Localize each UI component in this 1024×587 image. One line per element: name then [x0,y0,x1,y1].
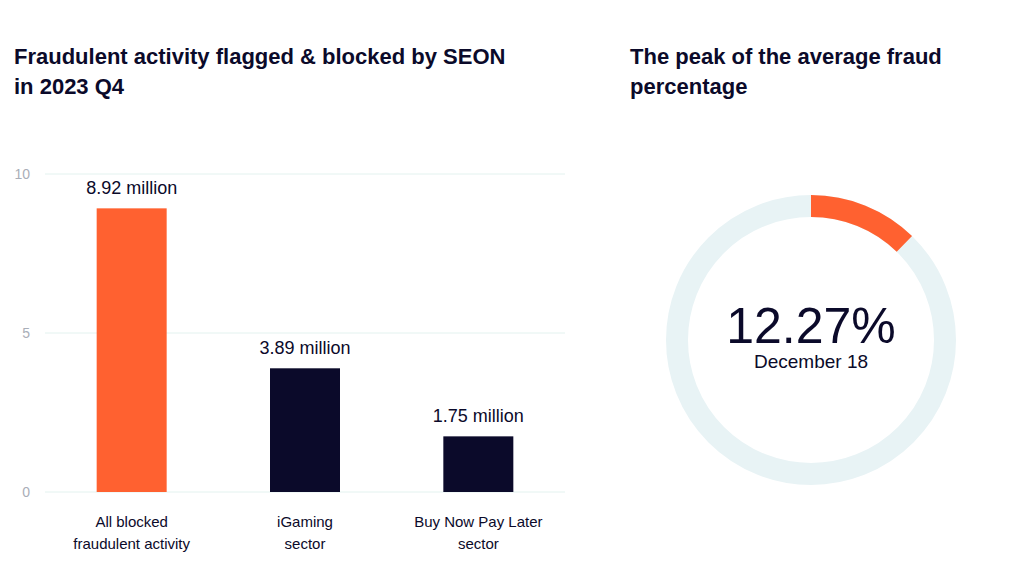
data-label: 1.75 million [433,406,524,426]
x-tick-label: All blocked fraudulent activity [47,511,217,555]
x-tick-label: iGaming sector [220,511,390,555]
bar [270,368,340,492]
data-label: 3.89 million [259,338,350,358]
grid-line [45,174,565,175]
donut-segment [811,206,904,244]
chart-title: Fraudulent activity flagged & blocked by… [14,42,524,102]
donut-track [677,206,945,474]
bar [97,208,167,492]
annotation: December 18 [754,351,868,372]
center-value: 12.27% [726,298,896,354]
bar [443,436,513,492]
x-tick-label: Buy Now Pay Later sector [393,511,563,555]
chart-title: The peak of the average fraud percentage [630,42,1000,102]
y-tick-label: 0 [22,484,30,500]
y-tick-label: 10 [14,166,30,182]
data-label: 8.92 million [86,178,177,198]
chart-canvas: 0 5 10 8.92 million 3.89 million 1.75 million… [0,0,1024,587]
y-tick-label: 5 [22,325,30,341]
bars [97,208,514,492]
